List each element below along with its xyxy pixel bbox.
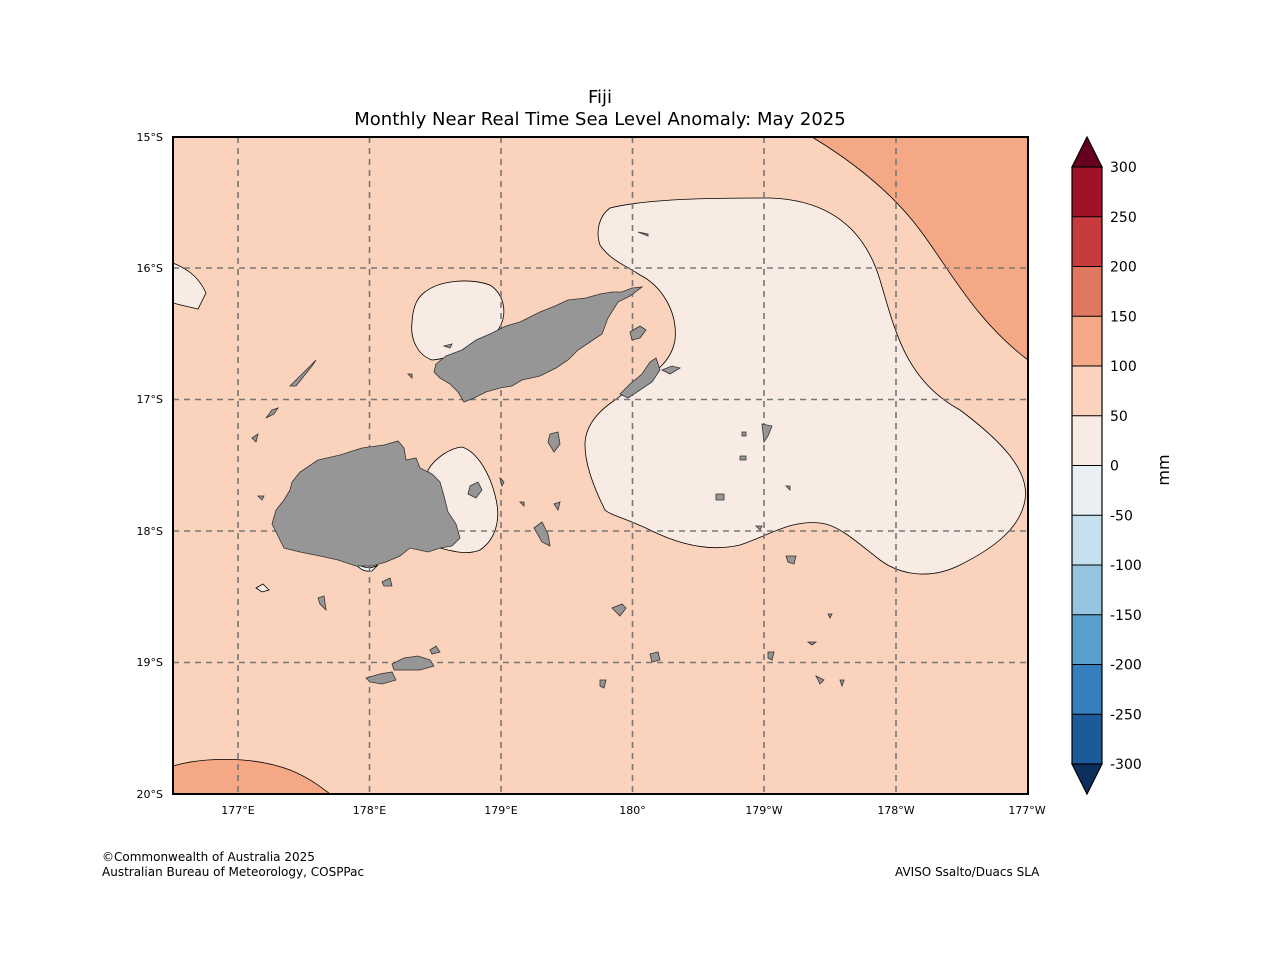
longitude-labels: 177°E 178°E 179°E 180° 179°W 178°W 177°W [221,804,1046,817]
colorbar-tick-label: 300 [1110,160,1137,176]
colorbar-tick-label: -250 [1110,707,1142,723]
colorbar-segment [1072,266,1102,317]
credits-left: ©Commonwealth of Australia 2025 Australi… [102,850,364,880]
viti-levu-island [271,440,461,567]
naviti-island [265,407,279,419]
colorbar-segment [1072,664,1102,715]
colorbar-outline [1071,166,1103,765]
fulaga-island [815,675,825,685]
lon-label: 178°W [877,804,914,817]
kabara-island [767,651,775,661]
vanua-balavu-island [761,423,773,444]
yadua-island [407,373,413,379]
kadavu-north-islet [429,645,441,655]
mali-island [442,343,453,349]
colorbar-segment [1072,316,1102,366]
lau-islet-5 [785,555,797,565]
anomaly-patch-central-east [584,197,1026,575]
lat-label: 15°S [137,131,163,144]
lon-label: 178°E [353,804,386,817]
colorbar-segment [1072,167,1102,217]
colorbar-segment [1072,415,1102,466]
gau-island [533,521,551,547]
lat-label: 19°S [137,656,163,669]
map-subtitle: Monthly Near Real Time Sea Level Anomaly… [354,109,846,130]
vanua-levu-island [433,286,644,403]
lon-label: 180° [619,804,646,817]
colorbar-segment [1072,614,1102,665]
anomaly-patch-west-edge [172,262,207,310]
colorbar-segment [1072,465,1102,516]
matuku-island [599,679,607,689]
yasawa-islands [289,359,317,387]
vatulele-island [317,595,327,612]
rat-islet [637,231,649,237]
colorbar-segment [1072,515,1102,565]
anomaly-patch-southwest [172,759,332,795]
lau-islet-6 [806,641,818,646]
ovalau-island [467,481,483,499]
copyright-text: ©Commonwealth of Australia 2025 [102,850,315,864]
lau-islet-3 [785,485,791,491]
qamea-island [661,365,682,375]
lau-islet-1 [741,431,747,437]
lon-label: 177°W [1008,804,1045,817]
colorbar-segment [1072,366,1102,416]
lat-label: 16°S [137,262,163,275]
lakeba-island [739,455,747,461]
taveuni-island [619,357,661,399]
latitude-labels: 15°S 16°S 17°S 18°S 19°S 20°S [137,131,163,801]
lat-label: 20°S [137,788,163,801]
anomaly-patch-small-west [255,583,270,593]
colorbar-tick-label: -100 [1110,558,1142,574]
colorbar-tick-label: -300 [1110,757,1142,773]
map-title: Fiji [587,87,613,108]
colorbar-segment [1072,565,1102,615]
colorbar-tick-label: 100 [1110,359,1137,375]
colorbar-tick-label: -150 [1110,608,1142,624]
lau-islet-2 [715,493,725,501]
totoya-island [649,651,661,663]
lat-label: 17°S [137,393,163,406]
colorbar-tick-label: -50 [1110,508,1133,524]
contour-fills [172,136,1029,795]
kadavu-island [365,671,397,685]
nairai-island [553,501,561,511]
lon-label: 177°E [221,804,254,817]
colorbar-tick-label: 200 [1110,260,1137,276]
colorbar-unit-label: mm [1154,454,1173,485]
lon-label: 179°E [484,804,517,817]
colorbar-over-arrow [1071,135,1103,168]
colorbar-under-arrow [1071,763,1103,796]
colorbar-tick-label: 0 [1110,459,1119,475]
land [251,231,845,689]
colorbar-tick-label: 50 [1110,409,1128,425]
colorbar-segment [1072,216,1102,267]
rabi-island [629,325,647,341]
koro-island [547,431,561,453]
waya-island [251,433,259,443]
colorbar: 300 250 200 150 100 50 0 -50 -100 -150 -200 -250 -30… [1071,135,1142,796]
batiki-island [519,501,525,507]
colorbar-tick-label: 250 [1110,210,1137,226]
ogea-island [839,679,845,688]
colorbar-segment [1072,714,1102,764]
mamanuca-island [257,495,265,501]
wakaya-island [499,476,505,488]
ono-island [391,655,435,671]
lau-islet-7 [827,613,833,619]
moala-island [611,603,627,617]
lau-islet-4 [755,525,763,531]
colorbar-tick-label: 150 [1110,309,1137,325]
beqa-island [381,577,393,587]
lon-label: 179°W [745,804,782,817]
lat-label: 18°S [137,525,163,538]
map-frame [172,136,1029,795]
data-source-text: AVISO Ssalto/Duacs SLA [895,865,1040,879]
colorbar-tick-label: -200 [1110,658,1142,674]
anomaly-patch-northeast [810,136,1029,361]
agency-text: Australian Bureau of Meteorology, COSPPa… [102,865,365,879]
